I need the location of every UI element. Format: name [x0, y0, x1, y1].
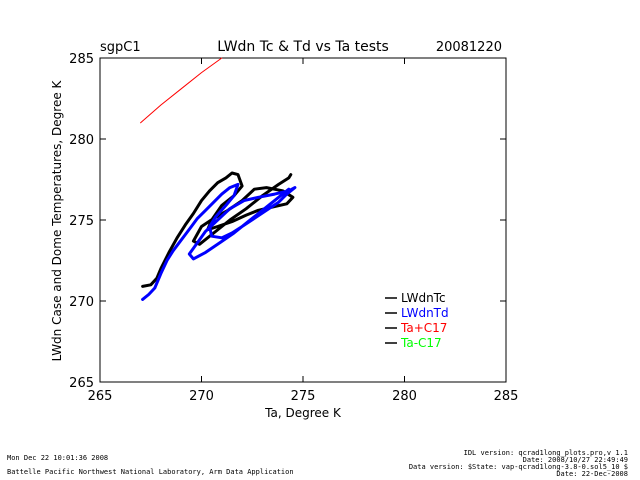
y-tick-label: 270 — [69, 295, 94, 310]
footer-data-date: Date: 22-Dec-2008 — [556, 470, 628, 478]
y-tick-label: 285 — [69, 52, 94, 67]
x-tick-label: 275 — [291, 389, 316, 404]
x-axis-ticks: 265 270 275 280 285 — [88, 58, 519, 404]
y-tick-label: 280 — [69, 133, 94, 148]
series-line-lwdntc — [141, 171, 295, 288]
legend-label: LWdnTd — [401, 306, 449, 320]
legend-label: Ta-C17 — [400, 336, 442, 350]
x-tick-label: 285 — [494, 389, 519, 404]
chart-title: LWdn Tc & Td vs Ta tests — [217, 39, 389, 55]
series-line-ta-c17 — [140, 57, 223, 124]
footer-idl-date: Date: 2008/10/27 22:49:49 — [522, 456, 628, 464]
footer-idl-version: IDL version: qcrad1long_plots.pro,v 1.1 — [463, 449, 628, 457]
x-tick-label: 265 — [88, 389, 113, 404]
x-tick-label: 270 — [189, 389, 214, 404]
footer-data-version: Data version: $State: vap-qcrad1long-3.8… — [408, 463, 628, 471]
date-label: 20081220 — [436, 40, 502, 55]
footer-timestamp: Mon Dec 22 10:01:36 2008 — [7, 454, 109, 462]
plot-area: 265 270 275 280 285 265 270 275 280 285 — [69, 52, 518, 404]
y-axis-label: LWdn Case and Dome Temperatures, Degree … — [50, 79, 64, 361]
series-line-lwdntd — [141, 182, 297, 301]
site-label: sgpC1 — [100, 40, 141, 55]
x-tick-label: 280 — [392, 389, 417, 404]
legend-label: Ta+C17 — [400, 321, 447, 335]
x-axis-label: Ta, Degree K — [264, 406, 342, 420]
legend-label: LWdnTc — [401, 291, 446, 305]
series-layer — [140, 57, 297, 301]
y-tick-label: 265 — [69, 376, 94, 391]
footer-institution: Battelle Pacific Northwest National Labo… — [7, 468, 294, 476]
y-axis-ticks: 265 270 275 280 285 — [69, 52, 506, 391]
y-tick-label: 275 — [69, 214, 94, 229]
